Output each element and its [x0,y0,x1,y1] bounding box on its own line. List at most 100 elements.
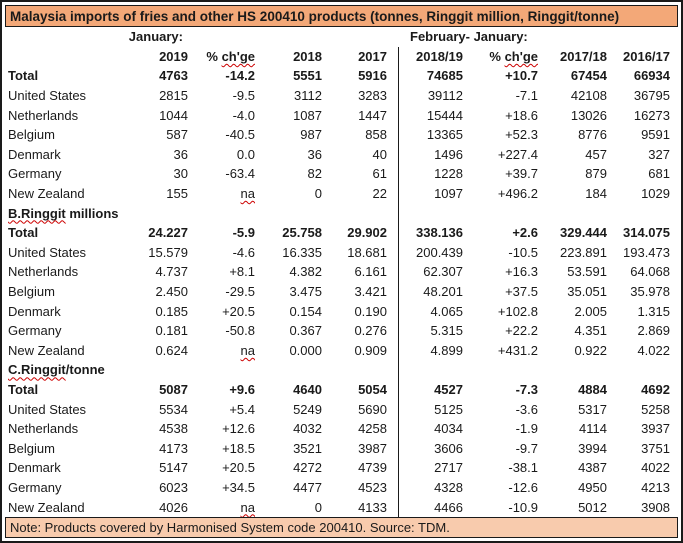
value-cell: na [188,500,255,515]
footnote-text: Note: Products covered by Harmonised Sys… [10,520,450,535]
table-row: Netherlands 4538 +12.6 4032 4258 4034 -1.9 4114… [5,418,678,439]
value-cell: 329.444 [560,225,607,241]
value-cell: +20.5 [222,460,255,476]
value-cell: 2815 [159,88,188,104]
value-cell: na [188,186,255,201]
value-cell: +18.5 [222,440,255,456]
value-cell: 1.315 [637,303,670,319]
value-cell: -4.6 [232,244,255,260]
column-divider [387,203,399,223]
row-label: Belgium [8,440,55,456]
value-cell: 4213 [641,479,670,495]
value-cell: 4466 [434,499,463,515]
value-cell: 223.891 [560,244,607,260]
table-row: United States 5534 +5.4 5249 5690 5125 -3.6 531… [5,399,678,419]
value-cell: 0 [314,186,322,202]
value-cell: 0.922 [574,342,607,358]
value-cell: 4258 [358,421,387,437]
column-divider [387,144,399,165]
value-cell: 2717 [434,460,463,476]
value-cell: 5551 [293,68,322,84]
value-cell: 5.315 [430,323,463,339]
value-cell: +8.1 [229,264,255,280]
value-cell: +10.7 [505,68,538,84]
table-row: C.Ringgit/tonne [5,360,678,380]
value-cell: 4763 [159,68,188,84]
value-cell: 30 [173,166,188,182]
value-cell: -4.0 [232,107,255,123]
misspelled-word: C.Ringgit [8,362,66,378]
row-label: United States [8,401,87,417]
value-cell: 314.075 [623,225,670,241]
column-divider [387,242,399,263]
table-row: Denmark 5147 +20.5 4272 4739 2717 -38.1 4387 402… [5,458,678,478]
value-cell: 5147 [159,460,188,476]
value-cell: 13365 [426,127,463,143]
misspelled-word: B.Ringgit [8,205,66,221]
section-header: B.Ringgit millions [8,205,119,221]
value-cell: 15.579 [148,244,188,260]
value-cell: 35.978 [630,284,670,300]
table-row: Total 24.227 -5.9 25.758 29.902 338.136 +2.6 32… [5,222,678,243]
value-cell: -12.6 [508,479,538,495]
row-label: Denmark [8,146,61,162]
value-cell: na [188,343,255,358]
row-label: United States [8,88,87,104]
table-row: B.Ringgit millions [5,203,678,223]
value-cell: 67454 [570,68,607,84]
value-cell: 39112 [427,88,463,104]
table-row: Total 5087 +9.6 4640 5054 4527 -7.3 4884 4692 [5,379,678,400]
value-cell: 4538 [159,421,188,437]
table-row: Denmark 0.185 +20.5 0.154 0.190 4.065 +102.8 2.… [5,301,678,321]
value-cell: 2.005 [574,303,607,319]
value-cell: 0.190 [354,303,387,319]
table-row: Total 4763 -14.2 5551 5916 74685 +10.7 67454 669… [5,66,678,86]
value-cell: 40 [372,146,387,162]
column-divider [387,301,399,321]
value-cell: 9591 [641,127,670,143]
value-cell: +227.4 [497,146,538,162]
value-cell: 5258 [641,401,670,417]
value-cell: 3112 [294,88,322,104]
value-cell: 5012 [578,499,607,515]
value-cell: -63.4 [225,166,255,182]
value-cell: 4.022 [637,342,670,358]
column-header: % ch'ge [489,48,538,64]
table-title: Malaysia imports of fries and other HS 2… [10,8,620,24]
value-cell: 338.136 [416,225,463,241]
value-cell: 0.0 [236,146,255,162]
column-header: % ch'ge [206,48,255,64]
value-cell: +102.8 [497,303,538,319]
misspelled-word: na [240,186,255,202]
value-cell: 25.758 [282,225,322,241]
value-cell: 6.161 [354,264,387,280]
value-cell: 0.276 [354,323,387,339]
row-label: Germany [8,479,62,495]
value-cell: 24.227 [148,225,188,241]
table-row: Germany 6023 +34.5 4477 4523 4328 -12.6 4950 421… [5,477,678,498]
value-cell: 0.185 [155,303,188,319]
value-cell: +20.5 [222,303,255,319]
value-cell: 4114 [579,421,607,437]
column-divider [387,222,399,243]
misspelled-word: ch'ge [504,48,538,64]
value-cell: -9.5 [232,88,255,104]
value-cell: 82 [307,166,322,182]
value-cell: 4.382 [289,264,322,280]
value-cell: 4477 [293,479,322,495]
row-label: Total [8,68,39,84]
value-cell: 3751 [641,440,670,456]
value-cell: 1496 [434,146,463,162]
value-cell: -40.5 [225,127,255,143]
column-divider [387,399,399,419]
value-cell: -3.6 [515,401,538,417]
value-cell: 3908 [641,499,670,515]
table-row: United States 2815 -9.5 3112 3283 39112 -7.1 42… [5,85,678,106]
value-cell: 5054 [358,381,387,397]
value-cell: 5534 [159,401,188,417]
value-cell: -29.5 [225,284,255,300]
column-divider [387,379,399,400]
value-cell: 0.624 [155,342,188,358]
value-cell: 327 [648,146,670,162]
